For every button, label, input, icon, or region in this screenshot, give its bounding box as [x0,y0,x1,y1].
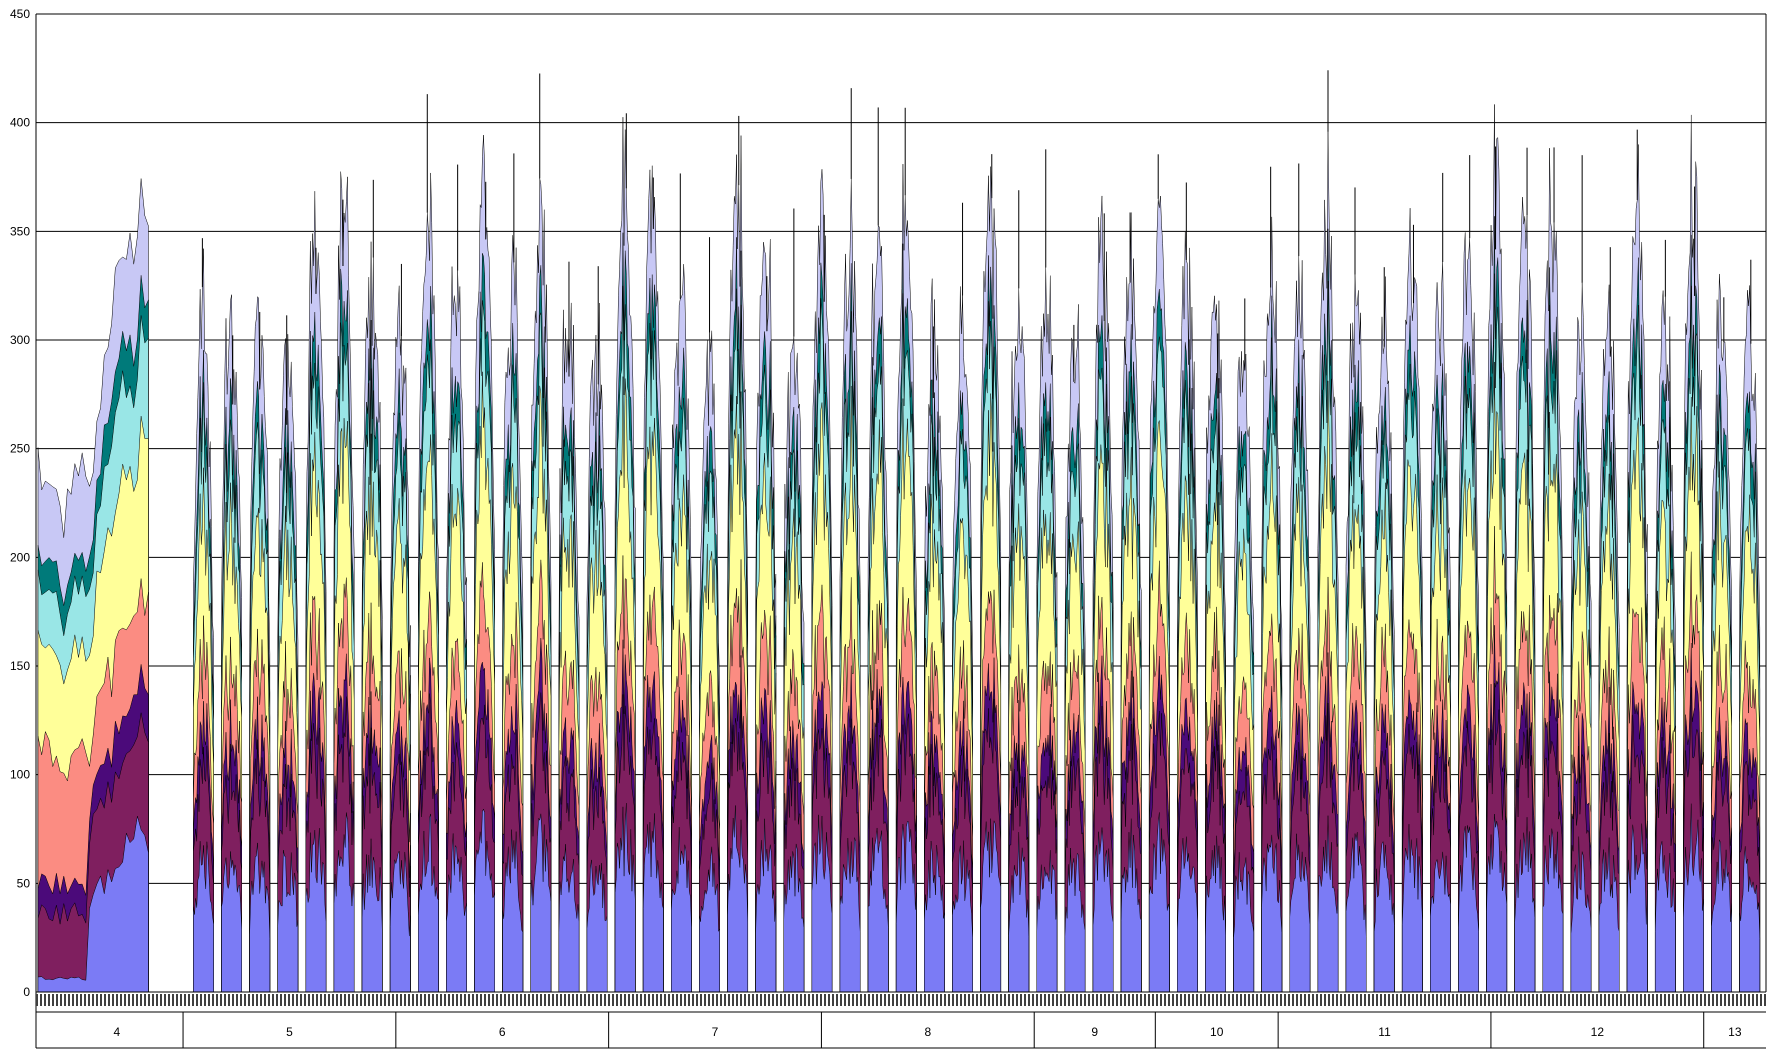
area-band-35-0 [1177,836,1198,993]
area-band-52-0 [1654,841,1676,993]
x-group-label: 5 [286,1025,293,1039]
area-band-51-0 [1626,823,1648,993]
area-band-38-0 [1261,834,1283,993]
y-tick-label: 100 [10,768,30,782]
y-tick-label: 350 [10,224,30,238]
area-band-44-0 [1430,851,1451,993]
area-band-4-0 [305,828,327,993]
area-band-41-0 [1345,832,1367,993]
area-band-0-0 [193,841,214,993]
area-band-46-0 [1486,814,1508,993]
x-group-label: 12 [1591,1025,1605,1039]
area-band-2-0 [249,842,271,993]
area-band-17-0 [671,827,692,993]
x-minor-tick-band [36,994,1766,1006]
area-band-10-0 [474,808,496,993]
x-group-label: 11 [1378,1025,1391,1039]
y-tick-label: 50 [17,876,31,890]
area-band-31-0 [1064,848,1086,993]
area-band-13-0 [558,844,580,993]
y-tick-label: 300 [10,333,30,347]
x-group-label: 10 [1210,1025,1224,1039]
area-band-32-0 [1092,827,1114,993]
area-band-39-0 [1289,833,1311,993]
area-band-53-0 [1683,803,1704,993]
axes [35,13,1767,1049]
area-band-48-0 [1542,828,1564,993]
area-band-37-0 [1233,852,1255,993]
area-band-28-0 [980,818,1002,993]
x-group-label: 13 [1728,1025,1742,1039]
x-group-label: 6 [499,1025,506,1039]
warmup-band-0 [37,816,149,993]
area-band-21-0 [783,843,805,993]
area-band-45-0 [1458,825,1479,993]
y-tick-labels: 0 50 100 150 200 250 300 350 400 450 [10,7,30,999]
area-band-19-0 [727,805,749,993]
area-band-55-0 [1739,846,1761,993]
area-band-49-0 [1570,836,1592,993]
area-band-9-0 [446,833,467,993]
area-band-12-0 [530,813,552,993]
area-band-36-0 [1205,835,1226,993]
area-band-40-0 [1317,815,1339,993]
y-tick-label: 400 [10,116,30,130]
area-band-27-0 [952,840,973,993]
area-band-16-0 [642,813,664,993]
area-band-26-0 [924,840,945,993]
area-band-6-0 [361,838,383,993]
area-band-23-0 [839,837,861,993]
area-band-1-0 [221,851,242,993]
area-band-30-0 [1036,850,1058,993]
area-band-54-0 [1711,839,1732,993]
x-group-label: 7 [712,1025,719,1039]
y-tick-label: 200 [10,550,30,564]
area-band-22-0 [811,814,833,993]
area-band-5-0 [333,812,355,993]
y-tick-label: 0 [23,985,30,999]
area-band-25-0 [895,821,917,993]
area-band-11-0 [502,829,524,993]
y-tick-label: 250 [10,442,30,456]
y-tick-label: 450 [10,7,30,21]
x-group-label: 9 [1091,1025,1098,1039]
y-tick-label: 150 [10,659,30,673]
area-band-33-0 [1120,818,1142,993]
area-band-24-0 [867,827,889,993]
area-band-14-0 [586,859,608,993]
area-band-20-0 [755,818,777,993]
x-group-label: 8 [924,1025,931,1039]
x-group-label: 4 [114,1025,121,1039]
area-band-47-0 [1514,817,1536,993]
area-band-42-0 [1373,840,1395,993]
area-band-15-0 [614,803,636,993]
area-series [37,70,1761,993]
x-group-labels: 4 5 6 7 8 9 10 11 12 13 [114,1012,1742,1048]
area-band-50-0 [1598,837,1620,993]
area-band-34-0 [1148,812,1170,993]
area-band-7-0 [389,851,411,993]
area-band-43-0 [1401,824,1423,993]
area-band-29-0 [1008,832,1030,993]
area-band-18-0 [699,846,720,993]
area-band-3-0 [277,849,299,993]
area-band-8-0 [418,813,439,993]
